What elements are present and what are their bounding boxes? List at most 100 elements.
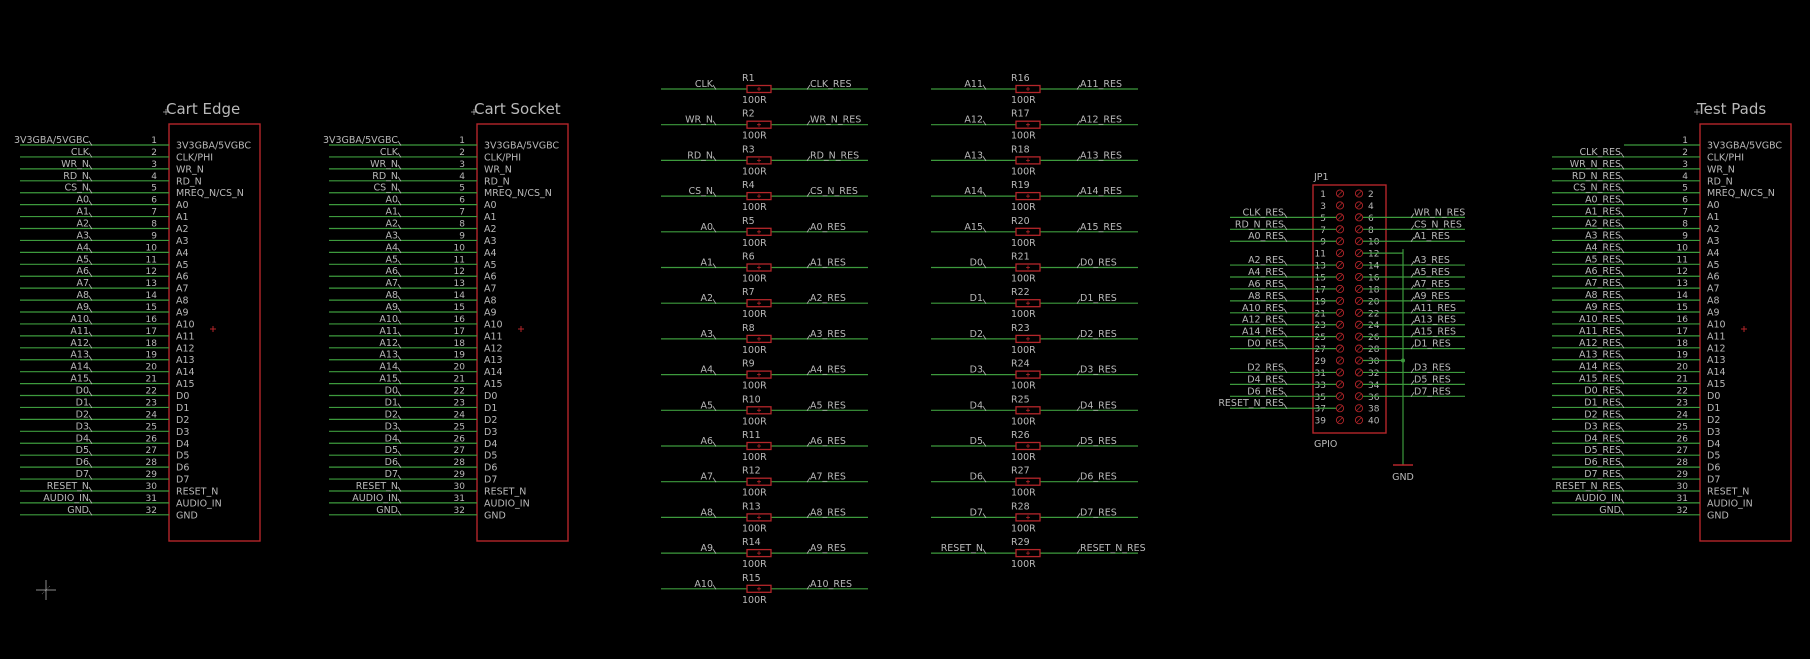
gpio-right-net-label: D3_RES [1414, 362, 1451, 373]
gpio-pin-pad-mark [1337, 214, 1343, 221]
connector-pin: 27 D5 D5 [20, 445, 189, 462]
net-label-tick [1620, 176, 1625, 182]
resistor-r25: D4 D4_RES R25 100R [931, 394, 1138, 427]
connector-origin-cross [471, 109, 477, 115]
connector-pin: 3 WR_N WR_N [329, 159, 512, 175]
gpio-pin-pad [1335, 213, 1345, 222]
gpio-pin-pad-mark [1356, 369, 1362, 376]
pin-function-label: D6 [484, 463, 497, 474]
resistor-input-label-tick [712, 441, 717, 447]
pin-function-label: D2 [484, 415, 497, 426]
connector-pin: 8 A2 A2_RES [1552, 219, 1720, 235]
gpio-right-net-label: CS_N_RES [1414, 219, 1462, 230]
gpio-right-net-label-tick [1410, 213, 1415, 219]
gpio-pin-pad [1335, 272, 1345, 282]
resistor-output-label: WR_N_RES [810, 115, 861, 126]
gpio-pin-pad-mark [1337, 310, 1343, 316]
pin-function-label: D4 [1707, 439, 1720, 450]
origin-marker-icon [36, 580, 56, 600]
net-label-tick [88, 176, 93, 182]
net-label-tick [397, 510, 402, 516]
resistor-reference: R3 [742, 144, 755, 155]
connector-pin: 16 A10 A10_RES [1552, 314, 1726, 330]
gpio-odd-pin-number: 33 [1315, 381, 1326, 391]
connector-pin: 17 A11 A11_RES [1552, 326, 1726, 342]
pin-number: 20 [1677, 363, 1689, 373]
net-label-tick [1620, 498, 1625, 504]
resistor-output-label: A0_RES [810, 222, 846, 233]
net-label-tick [397, 212, 402, 218]
resistor-r12: A7 A7_RES R12 100R [661, 466, 868, 499]
gpio-right-net-label-tick [1410, 380, 1415, 386]
gpio-left-net-label: RESET_N_RES [1218, 398, 1284, 409]
resistor-center-marker [1026, 479, 1030, 484]
pin-function-label: D3 [484, 427, 497, 438]
resistor-value: 100R [1011, 309, 1036, 320]
resistor-output-label: A14_RES [1080, 186, 1122, 197]
resistor-input-label: D7 [970, 507, 983, 518]
resistor-center-marker [757, 87, 761, 91]
resistor-r5: A0 A0_RES R5 100R [661, 216, 868, 249]
resistor-reference: R27 [1011, 466, 1030, 477]
connector-pin: 24 D2 D2_RES [1552, 409, 1720, 426]
connector-pin: 29 D7 D7 [329, 469, 497, 486]
pin-number: 13 [146, 279, 157, 289]
pin-number: 30 [454, 482, 466, 492]
resistor-r19: A14 A14_RES R19 100R [931, 180, 1138, 213]
resistor-output-label-tick [806, 84, 811, 90]
pin-number: 12 [454, 267, 465, 277]
gpio-pin-pad [1354, 356, 1364, 365]
gpio-pin-pad-mark [1356, 381, 1362, 388]
pin-function-label: D0 [1707, 391, 1720, 402]
gpio-pin-pad-mark [1337, 262, 1343, 268]
gpio-name: GPIO [1314, 439, 1337, 450]
net-label-tick [88, 462, 93, 468]
net-label-tick [88, 236, 93, 242]
net-label-tick [397, 307, 402, 313]
gpio-left-net-label-tick [1283, 392, 1288, 398]
resistor-input-label: D5 [970, 436, 983, 447]
resistor-output-label: A4_RES [810, 365, 846, 376]
resistor-r2: WR_N WR_N_RES R2 100R [661, 109, 868, 142]
resistor-input-label-tick [982, 191, 987, 197]
net-label: A8_RES [1585, 290, 1621, 301]
connector-pin: 26 D4 D4 [329, 433, 497, 450]
gpio-right-net-label-tick [1410, 308, 1415, 314]
connector-pin: 14 A8 A8 [20, 290, 189, 307]
resistor-input-label-tick [712, 227, 717, 233]
pin-function-label: A15 [1707, 379, 1726, 390]
connectors-layer: Cart Edge 1 3V3GBA/5VGBC 3V3GBA/5VGBC 2 CLK/P… [14, 100, 1792, 542]
net-label: A0 [385, 195, 398, 206]
gpio-pin-pad [1335, 404, 1345, 413]
pin-number: 1 [1682, 136, 1688, 146]
net-label-tick [1620, 248, 1625, 254]
pin-number: 28 [1677, 458, 1689, 468]
pin-number: 2 [1682, 148, 1688, 158]
pin-number: 6 [1682, 196, 1688, 206]
pin-function-label: A12 [176, 343, 195, 354]
net-label: D2 [76, 409, 89, 420]
pin-function-label: A7 [176, 284, 189, 295]
gpio-pin-pad [1354, 308, 1364, 317]
resistor-input-label: RESET_N [941, 543, 983, 554]
gpio-reference: JP1 [1313, 172, 1329, 183]
pin-number: 19 [454, 351, 466, 361]
net-label-tick [397, 403, 402, 409]
gpio-pin-pad-mark [1337, 345, 1343, 352]
resistor-r24: D3 D3_RES R24 100R [931, 359, 1138, 392]
resistor-r17: A12 A12_RES R17 100R [931, 109, 1138, 142]
gpio-pin-pad [1354, 404, 1364, 413]
net-label-tick [88, 248, 93, 254]
gpio-pin-pad [1354, 261, 1364, 270]
net-label-tick [88, 510, 93, 516]
net-label-tick [1620, 367, 1625, 373]
net-label-tick [1620, 415, 1625, 421]
resistor-reference: R20 [1011, 216, 1030, 227]
resistor-symbol [1015, 513, 1041, 522]
net-label: RESET_N_RES [1555, 481, 1621, 492]
gpio-pin-pad-mark [1337, 333, 1343, 340]
resistor-value: 100R [742, 416, 767, 427]
net-label-tick [88, 403, 93, 409]
